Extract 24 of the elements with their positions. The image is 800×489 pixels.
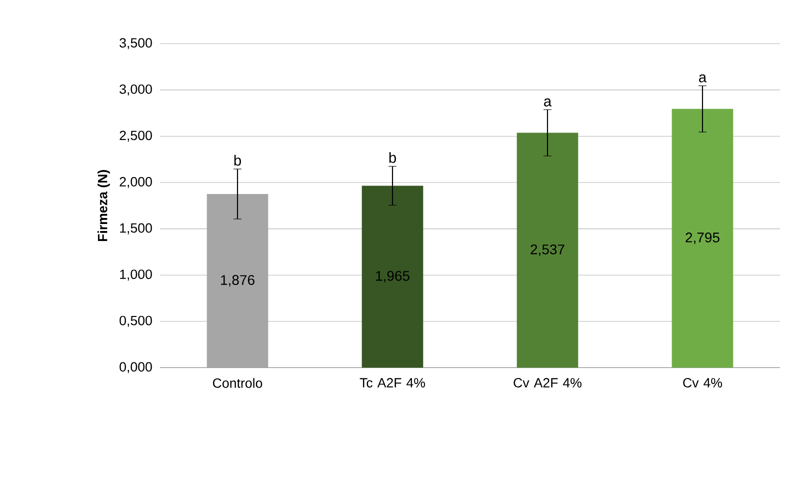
y-axis-title: Firmeza (N): [98, 170, 110, 242]
y-tick-label: 1,000: [120, 270, 152, 281]
x-tick-label: Controlo: [212, 378, 262, 388]
annotation: b: [234, 154, 241, 166]
y-tick-label: 2,500: [120, 130, 152, 142]
data-label: 1,876: [221, 275, 254, 287]
annotation: a: [544, 98, 552, 106]
data-label: 2,537: [530, 244, 564, 256]
data-label: 2,795: [686, 232, 720, 244]
annotation: a: [699, 74, 707, 82]
y-tick-label: 3,000: [120, 84, 152, 96]
bar: [516, 132, 578, 368]
x-tick-label: Tc A2F 4%: [360, 378, 426, 388]
bar: [672, 108, 734, 368]
y-tick-label: 2,000: [120, 177, 152, 188]
x-tick-label: Cv 4%: [683, 378, 722, 388]
data-label: 1,965: [376, 270, 410, 282]
y-tick-label: 0,000: [120, 362, 152, 374]
y-tick-label: 3,500: [120, 38, 152, 50]
bar: [362, 186, 424, 368]
annotation: b: [389, 152, 396, 163]
y-tick-label: 0,500: [120, 316, 152, 327]
y-tick-label: 1,500: [120, 223, 152, 234]
x-tick-label: Cv A2F 4%: [514, 378, 582, 388]
